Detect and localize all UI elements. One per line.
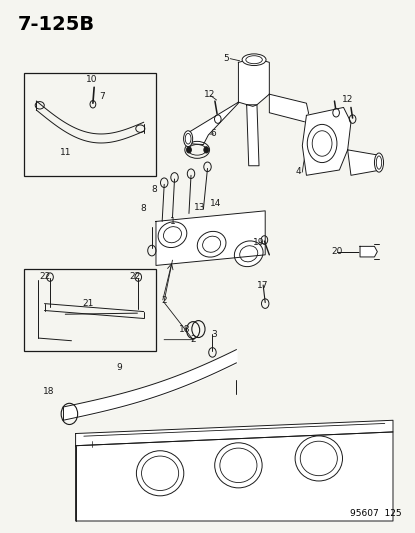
Polygon shape — [76, 432, 393, 521]
Text: 12: 12 — [342, 95, 353, 104]
Polygon shape — [360, 246, 377, 257]
Ellipse shape — [242, 54, 266, 66]
Ellipse shape — [215, 443, 262, 488]
Ellipse shape — [183, 131, 193, 147]
Text: 8: 8 — [141, 204, 146, 213]
Polygon shape — [269, 94, 308, 122]
Text: 13: 13 — [193, 203, 205, 212]
Text: 4: 4 — [295, 166, 301, 175]
Ellipse shape — [307, 124, 337, 163]
Text: 14: 14 — [210, 199, 222, 208]
Polygon shape — [186, 102, 238, 144]
Text: 7-125B: 7-125B — [18, 14, 95, 34]
Bar — [24, 269, 156, 351]
Polygon shape — [238, 59, 269, 107]
Text: 22: 22 — [39, 271, 50, 280]
Text: 1: 1 — [170, 217, 175, 226]
Text: 11: 11 — [59, 148, 71, 157]
Text: 8: 8 — [151, 185, 157, 194]
Ellipse shape — [158, 222, 187, 247]
Bar — [24, 73, 156, 176]
Ellipse shape — [374, 153, 383, 172]
Text: 21: 21 — [82, 299, 94, 308]
Polygon shape — [302, 108, 351, 175]
Text: 20: 20 — [332, 247, 343, 256]
Text: 9: 9 — [116, 363, 122, 372]
Text: 18: 18 — [43, 386, 54, 395]
Text: 3: 3 — [211, 330, 217, 339]
Ellipse shape — [137, 451, 184, 496]
Text: 95607  125: 95607 125 — [349, 510, 401, 519]
Circle shape — [204, 147, 209, 153]
Text: 19: 19 — [253, 238, 265, 247]
Text: 22: 22 — [130, 271, 141, 280]
Circle shape — [186, 147, 191, 153]
Text: 2: 2 — [161, 296, 167, 305]
Text: 2: 2 — [190, 335, 196, 344]
Text: 12: 12 — [204, 90, 215, 99]
Text: 10: 10 — [86, 75, 98, 84]
Polygon shape — [348, 150, 381, 175]
Text: 18: 18 — [179, 325, 190, 334]
Text: 7: 7 — [100, 92, 105, 101]
Polygon shape — [156, 211, 265, 265]
Text: 16: 16 — [183, 138, 195, 147]
Text: 17: 17 — [257, 280, 269, 289]
Polygon shape — [247, 105, 259, 166]
Text: 15: 15 — [323, 111, 335, 120]
Text: 5: 5 — [223, 54, 229, 63]
Polygon shape — [76, 420, 393, 446]
Ellipse shape — [234, 241, 263, 266]
Text: 6: 6 — [211, 130, 217, 139]
Ellipse shape — [197, 231, 226, 257]
Ellipse shape — [295, 436, 342, 481]
